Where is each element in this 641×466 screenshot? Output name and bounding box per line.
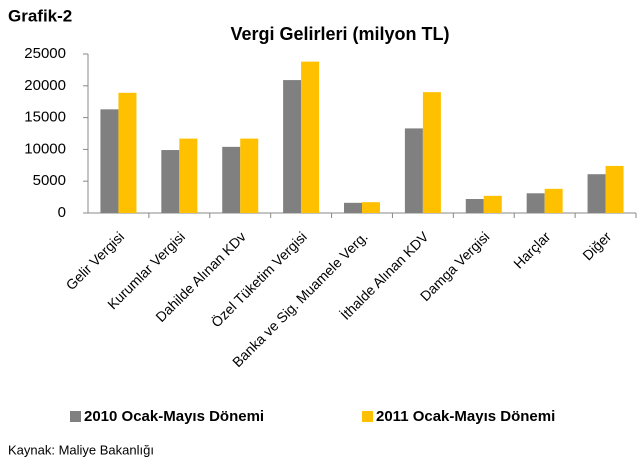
x-tick-label: Diğer (579, 228, 614, 263)
y-tick-label: 0 (58, 204, 66, 221)
bar (240, 138, 259, 213)
bar (404, 128, 423, 213)
bar (483, 195, 502, 213)
bar (161, 150, 180, 213)
chart-title: Vergi Gelirleri (milyon TL) (230, 24, 449, 44)
y-tick-label: 25000 (24, 45, 66, 62)
bar (100, 109, 119, 213)
bar (544, 188, 563, 213)
y-tick-label: 20000 (24, 77, 66, 94)
bar (283, 80, 302, 214)
bar (465, 199, 484, 213)
bar (222, 146, 241, 213)
y-tick-label: 10000 (24, 140, 66, 157)
x-tick-label: Gelir Vergisi (63, 228, 128, 293)
legend-label: 2011 Ocak-Mayıs Dönemi (376, 408, 555, 425)
bar (422, 92, 441, 213)
caption: Grafik-2 (8, 6, 72, 25)
legend-swatch (362, 411, 373, 422)
legend-label: 2010 Ocak-Mayıs Dönemi (84, 408, 264, 425)
bar (179, 138, 198, 213)
bar (526, 193, 545, 213)
bar (344, 202, 362, 213)
bar (362, 202, 380, 213)
legend-swatch (70, 411, 81, 422)
source: Kaynak: Maliye Bakanlığı (8, 442, 154, 457)
bar (301, 61, 320, 213)
y-tick-label: 15000 (24, 109, 66, 126)
bar (605, 165, 624, 213)
y-tick-label: 5000 (33, 172, 66, 189)
x-tick-label: Harçlar (510, 228, 553, 271)
bar (118, 92, 137, 213)
bar (587, 174, 606, 213)
